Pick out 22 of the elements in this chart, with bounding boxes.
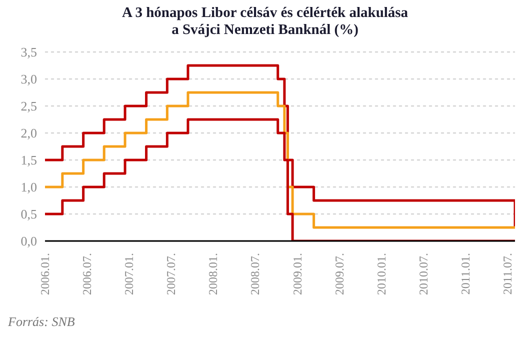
x-tick-label: 2011.01. bbox=[458, 253, 472, 295]
y-tick-label: 2,0 bbox=[20, 126, 37, 141]
x-tick-label: 2009.07. bbox=[332, 253, 346, 295]
y-tick-label: 0,0 bbox=[20, 234, 37, 249]
y-tick-label: 3,0 bbox=[20, 72, 37, 87]
x-tick-label: 2010.01. bbox=[374, 253, 388, 295]
x-tick-label: 2009.01. bbox=[290, 253, 304, 295]
x-tick-label: 2011.07. bbox=[500, 253, 515, 295]
x-tick-label: 2006.07. bbox=[80, 253, 94, 295]
y-tick-label: 1,5 bbox=[20, 152, 37, 168]
x-tick-label: 2008.07. bbox=[248, 253, 262, 295]
y-tick-label: 1,0 bbox=[20, 180, 37, 195]
text: Forrás: SNB bbox=[8, 314, 75, 330]
x-tick-label: 2007.07. bbox=[164, 253, 178, 295]
x-tick-label: 2006.01. bbox=[38, 253, 52, 295]
y-tick-label: 0,5 bbox=[20, 206, 37, 222]
y-tick-label: 2,5 bbox=[20, 98, 37, 114]
x-tick-label: 2008.01. bbox=[206, 253, 220, 295]
y-tick-label: 3,5 bbox=[20, 44, 37, 60]
x-tick-label: 2007.01. bbox=[122, 253, 136, 295]
chart-title: A 3 hónapos Libor célsáv és célérték alakulása a Svájci Nemzeti Banknál (%) bbox=[120, 5, 410, 39]
x-tick-label: 2010.07. bbox=[416, 253, 430, 295]
